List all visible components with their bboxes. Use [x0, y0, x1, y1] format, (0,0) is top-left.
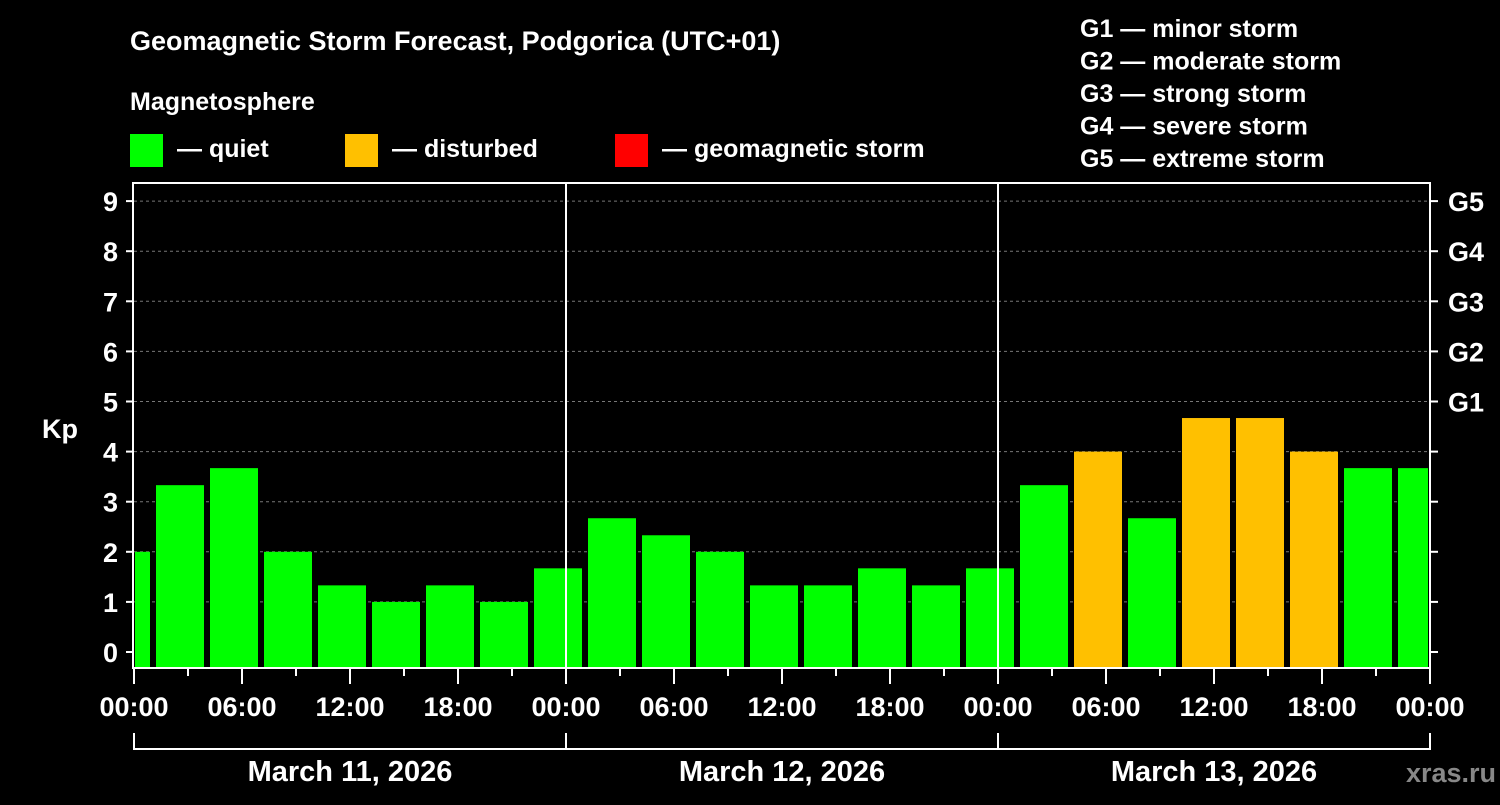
bar-quiet — [804, 585, 852, 668]
bar-quiet — [210, 468, 258, 668]
day-label: March 11, 2026 — [248, 756, 453, 788]
bar-quiet — [426, 585, 474, 668]
bar-quiet — [912, 585, 960, 668]
storm-scale-g3: G3 — strong storm — [1080, 80, 1306, 108]
x-tick-label: 06:00 — [207, 692, 276, 722]
storm-scale-g2: G2 — moderate storm — [1080, 48, 1341, 76]
storm-scale-g5: G5 — extreme storm — [1080, 145, 1325, 173]
legend-swatch-disturbed — [345, 134, 378, 167]
y-tick-label: 0 — [103, 638, 118, 668]
y-tick-label: 8 — [103, 237, 118, 267]
x-tick-label: 18:00 — [855, 692, 924, 722]
bar-quiet — [318, 585, 366, 668]
watermark: xras.ru — [1406, 758, 1496, 788]
bar-disturbed — [1182, 418, 1230, 668]
bar-disturbed — [1236, 418, 1284, 668]
bar-disturbed — [1290, 451, 1338, 668]
legend-swatch-quiet — [130, 134, 163, 167]
bar-quiet — [135, 551, 150, 668]
x-tick-label: 00:00 — [99, 692, 168, 722]
y-tick-label: 6 — [103, 337, 118, 367]
storm-scale-g4: G4 — severe storm — [1080, 113, 1308, 141]
g-level-label: G1 — [1448, 388, 1484, 418]
x-tick-label: 18:00 — [1287, 692, 1356, 722]
x-tick-label: 18:00 — [423, 692, 492, 722]
bar-quiet — [156, 485, 204, 668]
y-tick-label: 2 — [103, 538, 118, 568]
legend-swatch-storm — [615, 134, 648, 167]
x-tick-label: 12:00 — [315, 692, 384, 722]
y-tick-label: 9 — [103, 187, 118, 217]
bar-quiet — [1128, 518, 1176, 668]
legend-label-disturbed: — disturbed — [392, 135, 538, 163]
bar-quiet — [372, 601, 420, 668]
bar-quiet — [588, 518, 636, 668]
x-tick-label: 00:00 — [1395, 692, 1464, 722]
y-tick-label: 5 — [103, 388, 118, 418]
legend-label-storm: — geomagnetic storm — [662, 135, 925, 163]
x-tick-label: 00:00 — [531, 692, 600, 722]
g-level-label: G5 — [1448, 187, 1484, 217]
legend-label-quiet: — quiet — [177, 135, 269, 163]
x-tick-label: 06:00 — [639, 692, 708, 722]
x-tick-label: 12:00 — [747, 692, 816, 722]
x-tick-label: 06:00 — [1071, 692, 1140, 722]
bar-quiet — [858, 568, 906, 668]
chart-title: Geomagnetic Storm Forecast, Podgorica (U… — [130, 26, 780, 56]
day-label: March 12, 2026 — [679, 756, 885, 788]
bar-quiet — [1344, 468, 1392, 668]
bar-quiet — [966, 568, 1014, 668]
x-tick-label: 12:00 — [1179, 692, 1248, 722]
day-bracket — [133, 733, 1431, 750]
y-tick-label: 1 — [103, 588, 118, 618]
y-tick-label: 4 — [103, 438, 118, 468]
bar-quiet — [264, 551, 312, 668]
bar-quiet — [480, 601, 528, 668]
bar-quiet — [642, 535, 690, 668]
y-tick-label: 7 — [103, 287, 118, 317]
day-label: March 13, 2026 — [1111, 756, 1317, 788]
y-tick-label: 3 — [103, 488, 118, 518]
bar-quiet — [534, 568, 582, 668]
bar-quiet — [1398, 468, 1428, 668]
storm-scale-g1: G1 — minor storm — [1080, 15, 1298, 43]
g-level-label: G3 — [1448, 287, 1484, 317]
g-level-label: G2 — [1448, 337, 1484, 367]
bar-disturbed — [1074, 451, 1122, 668]
bar-quiet — [696, 551, 744, 668]
bar-quiet — [750, 585, 798, 668]
g-level-label: G4 — [1448, 237, 1484, 267]
x-tick-label: 00:00 — [963, 692, 1032, 722]
legend-heading: Magnetosphere — [130, 88, 315, 116]
y-axis-label: Kp — [42, 414, 78, 444]
bar-quiet — [1020, 485, 1068, 668]
